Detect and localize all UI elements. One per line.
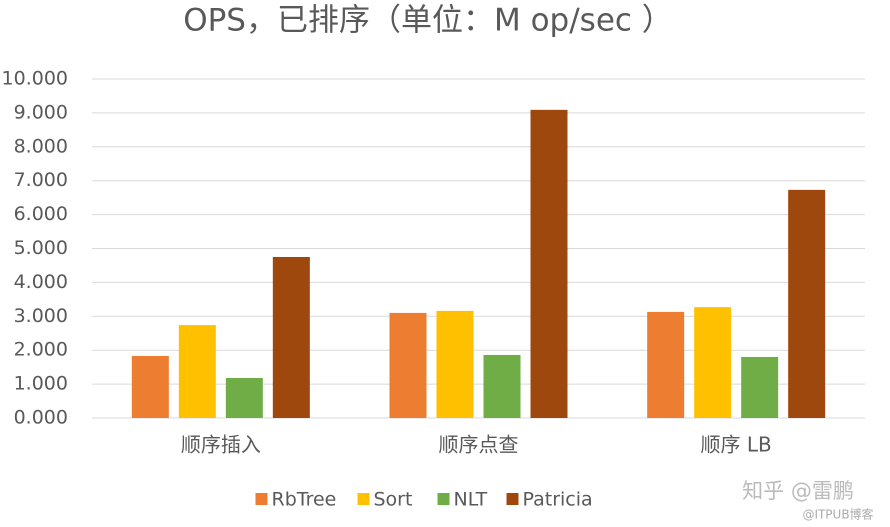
y-tick-label: 10.000	[2, 68, 68, 90]
legend-label: RbTree	[272, 489, 337, 511]
bar	[131, 355, 169, 418]
watermark: @ITPUB博客	[802, 507, 873, 522]
chart-title: OPS，已排序（单位：M op/sec ）	[183, 3, 673, 39]
legend-swatch	[357, 493, 370, 505]
legend-label: Patricia	[523, 489, 593, 511]
bar	[178, 325, 216, 418]
bar	[694, 307, 732, 418]
bar	[647, 311, 685, 418]
bar	[389, 312, 427, 418]
legend-swatch	[506, 493, 519, 505]
bar	[483, 354, 521, 418]
bar	[225, 377, 263, 418]
y-tick-label: 4.000	[14, 271, 68, 293]
legend-label: NLT	[454, 489, 488, 511]
y-tick-label: 9.000	[14, 101, 68, 123]
bar	[436, 310, 474, 418]
y-tick-label: 7.000	[14, 169, 68, 191]
y-tick-label: 3.000	[14, 305, 68, 327]
legend-swatch	[255, 493, 268, 505]
y-tick-label: 8.000	[14, 135, 68, 157]
y-tick-label: 1.000	[14, 373, 68, 395]
bar	[788, 189, 826, 418]
y-tick-label: 2.000	[14, 339, 68, 361]
legend-label: Sort	[374, 489, 413, 511]
y-tick-label: 0.000	[14, 407, 68, 429]
bar	[741, 356, 779, 418]
x-tick-label: 顺序点查	[439, 433, 519, 457]
bar	[272, 256, 310, 418]
x-tick-label: 顺序插入	[181, 433, 261, 457]
legend-swatch	[437, 493, 450, 505]
x-tick-label: 顺序 LB	[701, 433, 772, 457]
y-tick-label: 6.000	[14, 203, 68, 225]
watermark: 知乎 @雷鹏	[742, 479, 854, 503]
bar	[530, 109, 568, 418]
y-tick-label: 5.000	[14, 237, 68, 259]
